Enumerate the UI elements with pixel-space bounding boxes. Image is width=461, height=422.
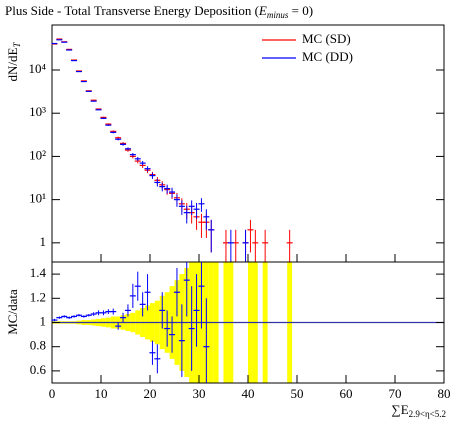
x-tick-label: 10 [95, 386, 108, 401]
x-label-sub: 2.9<η<5.2 [409, 409, 446, 419]
y-tick-label: 10⁴ [28, 61, 46, 76]
y-tick-label: 1.4 [30, 265, 47, 280]
legend-label: MC (SD) [302, 31, 351, 46]
y-tick-label: 1 [40, 234, 47, 249]
title-text: Plus Side - Total Transverse Energy Depo… [5, 3, 259, 18]
y-tick-label: 10¹ [29, 191, 46, 206]
x-axis-label: ∑E2.9<η<5.2 [391, 402, 446, 419]
y-tick-label: 1 [40, 313, 47, 328]
y-label-sub: T [12, 42, 22, 48]
x-tick-label: 70 [389, 386, 402, 401]
y-tick-label: 10³ [29, 104, 46, 119]
x-tick-label: 80 [438, 386, 451, 401]
x-tick-label: 60 [340, 386, 353, 401]
y-tick-label: 1.2 [30, 289, 46, 304]
x-label-text: ∑E [391, 402, 408, 417]
legend-label: MC (DD) [302, 49, 353, 64]
y-axis-label: dN/dET [5, 42, 22, 82]
title-sub: minus [267, 10, 289, 20]
x-tick-label: 20 [144, 386, 157, 401]
x-tick-label: 50 [291, 386, 304, 401]
x-tick-label: 0 [49, 386, 56, 401]
x-tick-label: 40 [242, 386, 255, 401]
chart-title: Plus Side - Total Transverse Energy Depo… [5, 3, 313, 20]
x-tick-label: 30 [193, 386, 206, 401]
title-math: E [258, 3, 267, 18]
y-label-text: dN/dE [5, 47, 20, 81]
title-tail: = 0) [288, 3, 313, 18]
y-tick-label: 10² [29, 147, 46, 162]
ratio-y-axis-label: MC/data [5, 289, 20, 335]
y-tick-label: 0.8 [30, 338, 46, 353]
y-tick-label: 0.6 [30, 362, 47, 377]
